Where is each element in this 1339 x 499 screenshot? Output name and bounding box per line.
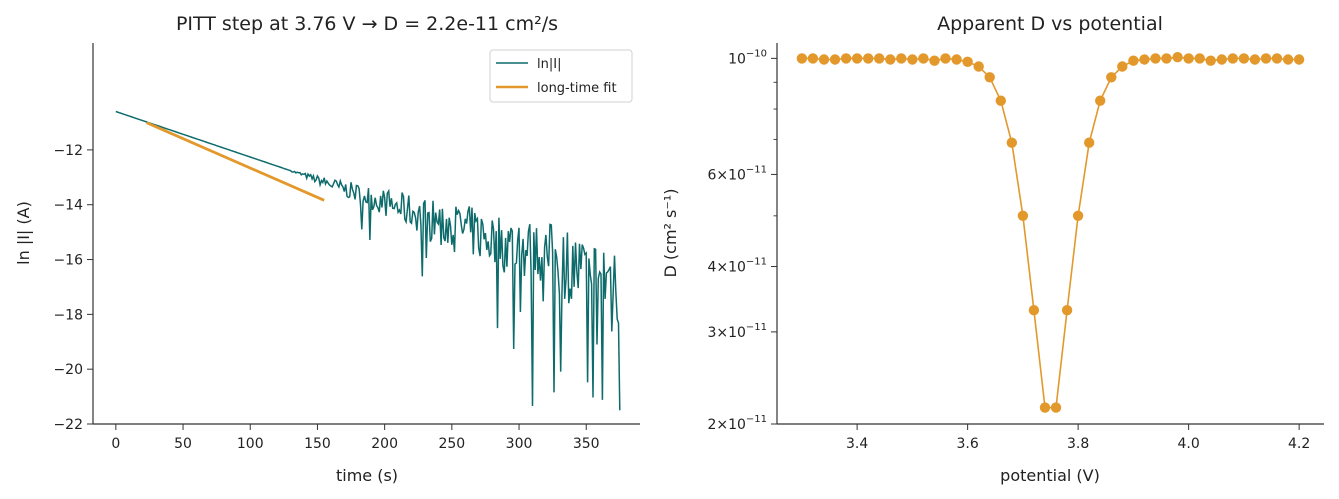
right-x-tick-label: 3.4 (846, 436, 868, 452)
series-long-time-fit-line (146, 121, 325, 202)
series-apparent-d-point (1161, 53, 1172, 64)
right-x-axis-label: potential (V) (1000, 466, 1100, 485)
series-apparent-d-point (818, 54, 830, 65)
series-apparent-d-point (1106, 72, 1117, 83)
series-apparent-d-point (1128, 55, 1139, 66)
left-series-layer (115, 110, 621, 411)
left-x-tick-label: 50 (174, 436, 192, 452)
left-y-tick-label: −18 (53, 307, 83, 323)
series-apparent-d-point (863, 53, 874, 64)
left-panel: PITT step at 3.76 V → D = 2.2e-11 cm²/s … (14, 13, 640, 485)
series-apparent-d-point (874, 53, 885, 64)
series-apparent-d-point (1084, 137, 1095, 148)
left-chart-title: PITT step at 3.76 V → D = 2.2e-11 cm²/s (176, 13, 558, 35)
series-apparent-d-point (1017, 210, 1029, 221)
series-apparent-d-point (1271, 53, 1283, 64)
series-apparent-d-point (1028, 305, 1040, 316)
right-y-tick-label: 3×10−11 (707, 322, 767, 341)
series-apparent-d-point (840, 53, 852, 64)
left-x-tick-label: 250 (438, 436, 465, 452)
series-apparent-d-point (1293, 54, 1305, 65)
right-y-tick-label: 6×10−11 (707, 164, 767, 183)
right-x-tick-label: 3.8 (1067, 436, 1089, 452)
legend-label-fit: long-time fit (537, 81, 617, 96)
left-x-tick-label: 300 (506, 436, 533, 452)
series-apparent-d-point (1117, 61, 1128, 72)
left-y-tick-label: −12 (53, 143, 83, 159)
series-apparent-d-point (1039, 402, 1051, 413)
series-apparent-d-point (907, 54, 918, 65)
right-x-tick-label: 3.6 (956, 436, 978, 452)
series-apparent-d-point (1260, 53, 1272, 64)
series-apparent-d-point (1282, 54, 1294, 65)
series-apparent-d-line (801, 56, 1300, 409)
series-apparent-d-point (1183, 53, 1194, 64)
left-x-tick-label: 350 (573, 436, 600, 452)
series-apparent-d-point (1249, 54, 1261, 65)
series-apparent-d-point (1006, 137, 1017, 148)
series-apparent-d-point (973, 61, 984, 72)
series-apparent-d-point (807, 53, 819, 64)
right-y-tick-label: 2×10−11 (707, 414, 767, 433)
series-apparent-d-point (885, 54, 896, 65)
series-apparent-d-point (918, 53, 929, 64)
right-y-tick-label: 4×10−11 (707, 257, 767, 276)
series-apparent-d-point (1050, 402, 1062, 413)
series-apparent-d-point (1061, 305, 1073, 316)
left-y-tick-label: −14 (53, 198, 83, 214)
series-apparent-d-point (851, 53, 863, 64)
left-x-axis-label: time (s) (336, 466, 398, 485)
left-y-axis-label: ln |I| (A) (14, 201, 33, 265)
series-apparent-d-point (1150, 53, 1161, 64)
right-x-tick-label: 4.2 (1288, 436, 1310, 452)
left-y-tick-label: −20 (53, 362, 83, 378)
series-ln-current-line (115, 110, 621, 411)
legend-label-ln-current: ln|I| (537, 57, 561, 72)
right-chart-title: Apparent D vs potential (937, 13, 1163, 35)
series-apparent-d-point (1227, 53, 1239, 64)
left-x-tick-label: 0 (111, 436, 120, 452)
right-series-layer (796, 52, 1305, 413)
left-y-tick-label: −16 (53, 253, 83, 269)
left-y-tick-label: −22 (53, 417, 83, 433)
series-apparent-d-point (1238, 53, 1250, 64)
right-y-tick-label: 10−10 (728, 48, 767, 67)
series-apparent-d-point (1072, 210, 1084, 221)
right-x-tick-label: 4.0 (1177, 436, 1199, 452)
series-apparent-d-point (1095, 95, 1106, 106)
left-x-tick-label: 100 (237, 436, 264, 452)
right-y-axis-label: D (cm² s⁻¹) (661, 189, 680, 278)
right-axes: 3.4 3.6 3.8 4.0 4.2 2×10−11 3×10−11 4×10−11 6×10… (707, 43, 1324, 452)
series-apparent-d-point (984, 72, 995, 83)
left-axes: 0 50 100 150 200 250 300 350 −22 −20 −18 −16 −14 −12 (53, 43, 640, 452)
left-x-tick-label: 150 (304, 436, 331, 452)
series-apparent-d-point (1205, 55, 1216, 66)
series-apparent-d-point (829, 54, 841, 65)
series-apparent-d-point (962, 56, 973, 67)
series-apparent-d-point (951, 54, 962, 65)
series-apparent-d-point (1172, 52, 1183, 63)
left-legend: ln|I| long-time fit (489, 49, 633, 103)
series-apparent-d-point (1216, 54, 1228, 65)
series-apparent-d-point (796, 53, 808, 64)
left-x-tick-label: 200 (371, 436, 398, 452)
series-apparent-d-point (995, 95, 1006, 106)
series-apparent-d-point (1194, 53, 1205, 64)
series-apparent-d-point (940, 53, 951, 64)
right-panel: Apparent D vs potential 3.4 3.6 3.8 4.0 4.2 2… (661, 13, 1324, 485)
series-apparent-d-point (1139, 54, 1150, 65)
series-apparent-d-point (929, 55, 940, 66)
series-apparent-d-point (896, 53, 907, 64)
